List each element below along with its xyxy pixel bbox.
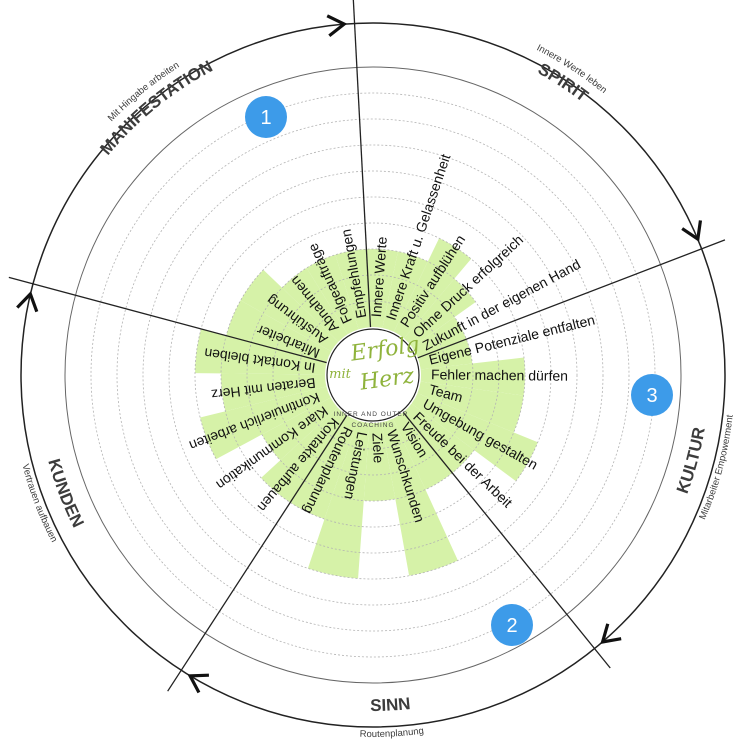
chevron-icon [16, 291, 39, 313]
grid-ring-1 [298, 300, 448, 450]
grid-rings [64, 66, 682, 684]
fill-bar-6 [417, 339, 473, 370]
fill-bar-2 [382, 251, 428, 332]
outer-ring-circle [20, 22, 726, 728]
fill-bar-1 [366, 249, 398, 328]
fill-bar-16 [261, 407, 347, 503]
chevron-icon [600, 623, 622, 644]
section-title-kultur: KULTUR [673, 426, 709, 496]
section-dividers [8, 0, 726, 692]
section-title-manifestation: MANIFESTATION [96, 57, 215, 159]
fill-bar-17 [261, 397, 338, 461]
fill-bar-8 [417, 381, 524, 433]
fill-bar-25 [335, 249, 371, 330]
logo-circle [326, 328, 420, 422]
fill-bar-21 [226, 300, 332, 363]
logo-subtitle-line1: INNER AND OUTER [334, 411, 409, 418]
fill-bars [195, 238, 538, 579]
fill-bar-13 [363, 422, 396, 501]
grid-ring-10 [64, 66, 682, 684]
number-badge-1: 1 [245, 96, 287, 138]
fill-bar-24 [306, 254, 359, 335]
fill-bar-11 [392, 412, 453, 490]
logo-script-mit: mit [329, 367, 351, 382]
center-logo: Erfolg mit Herz INNER AND OUTER COACHING [326, 328, 421, 429]
divider-kunden-manifestation [8, 276, 327, 364]
number-badge-2: 2 [491, 604, 533, 646]
grid-ring-7 [142, 144, 604, 606]
fill-bar-5 [412, 317, 467, 358]
number-badge-3: 3 [631, 374, 673, 416]
svg-text:1: 1 [260, 107, 271, 129]
grid-ring-2 [272, 274, 474, 476]
fill-bar-19 [221, 373, 327, 412]
grid-ring-3 [246, 248, 500, 502]
chevron-icon [681, 220, 703, 242]
fill-bar-4 [403, 278, 476, 348]
logo-subtitle-line2: COACHING [351, 422, 394, 429]
section-title-kunden: KUNDEN [44, 457, 87, 531]
divider-manifestation-spirit [352, 0, 372, 328]
section-subtitle-sinn: Routenplanung [360, 725, 425, 740]
chevron-icon [187, 673, 209, 694]
fill-bar-14 [307, 420, 370, 579]
divider-spirit-kultur [417, 239, 726, 359]
grid-ring-6 [168, 170, 578, 580]
grid-ring-5 [194, 196, 552, 554]
divider-sinn-kunden [167, 414, 348, 692]
fill-bar-9 [411, 393, 538, 482]
number-badges: 1 2 3 [245, 96, 673, 646]
outer-ring [16, 14, 726, 728]
svg-text:3: 3 [646, 385, 657, 407]
fill-bar-18 [200, 386, 331, 460]
fill-bar-10 [403, 403, 475, 473]
fill-bar-12 [381, 418, 458, 576]
fill-bar-20 [195, 328, 327, 375]
chevron-icon [326, 14, 348, 37]
grid-ring-8 [116, 118, 630, 632]
grid-ring-4 [220, 222, 526, 528]
fill-bar-23 [282, 267, 348, 342]
svg-text:2: 2 [506, 615, 517, 637]
divider-kultur-sinn [402, 411, 611, 669]
fill-bar-22 [240, 269, 339, 352]
section-title-sinn: SINN [370, 694, 411, 715]
spoke-label-13: Ziele [369, 432, 387, 463]
spoke-label-1: Innere Werte [368, 236, 390, 318]
fill-bar-3 [393, 238, 472, 339]
spoke-label-7: Fehler machen dürfen [431, 366, 568, 383]
